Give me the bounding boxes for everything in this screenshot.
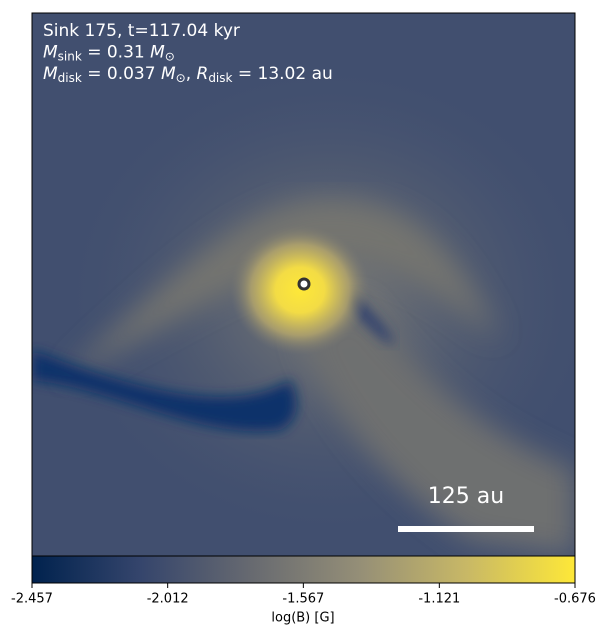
annotation-part: ,	[186, 64, 197, 84]
annotation-part: ⊙	[165, 49, 175, 63]
annotation-part: = 0.31	[82, 43, 150, 63]
annotation-part: disk	[208, 71, 232, 85]
colorbar-tick-label: -2.012	[147, 592, 189, 607]
annotation-part: M	[43, 64, 58, 84]
sink-marker	[297, 277, 311, 291]
heatmap-image	[32, 13, 575, 556]
annotation-part: ⊙	[176, 71, 186, 85]
annotation-part: M	[150, 43, 165, 63]
annotation: Msink = 0.31 M⊙	[43, 43, 175, 64]
annotation-part: = 13.02 au	[232, 64, 332, 84]
annotation-part: = 0.037	[82, 64, 161, 84]
colorbar-label: log(B) [G]	[271, 611, 334, 626]
annotation: Mdisk = 0.037 M⊙, Rdisk = 13.02 au	[43, 64, 333, 85]
colorbar-tick-label: -1.567	[282, 592, 324, 607]
colorbar	[31, 555, 576, 584]
annotation-part: M	[161, 64, 176, 84]
scale-bar-label: 125 au	[428, 484, 504, 509]
annotation-part: R	[197, 64, 209, 84]
colorbar-tick-label: -0.676	[554, 592, 596, 607]
annotation-part: sink	[58, 49, 82, 63]
annotation-part: Sink 175, t=117.04 kyr	[43, 21, 240, 41]
colorbar-tick-label: -1.121	[418, 592, 460, 607]
annotation: Sink 175, t=117.04 kyr	[43, 21, 240, 41]
annotation-part: disk	[58, 71, 82, 85]
annotation-part: M	[43, 43, 58, 63]
colorbar-tick-label: -2.457	[11, 592, 53, 607]
